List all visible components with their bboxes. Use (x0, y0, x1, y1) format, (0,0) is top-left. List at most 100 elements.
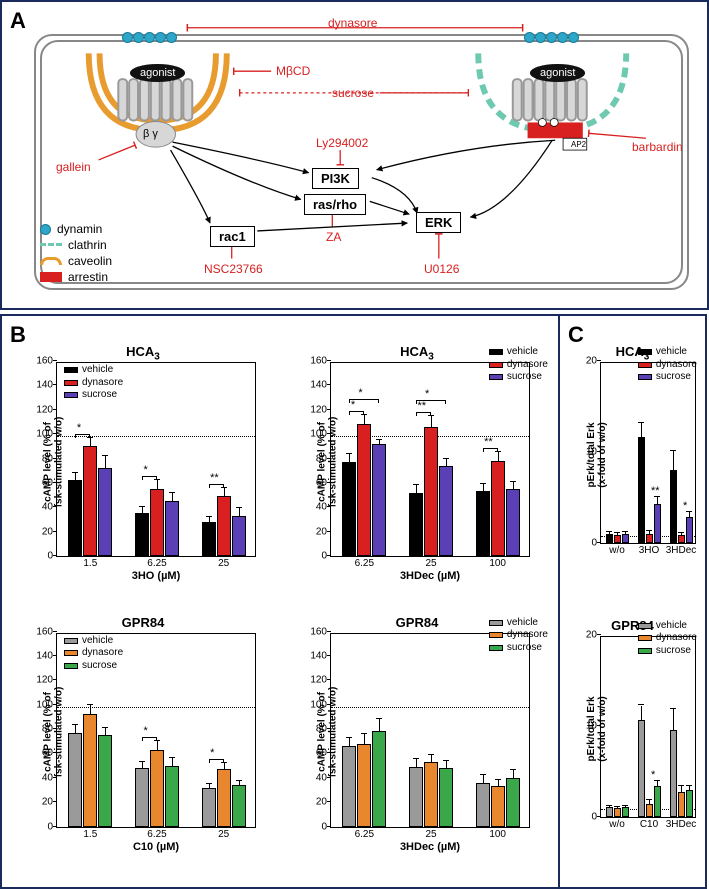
legend-item-label: sucrose (82, 660, 117, 673)
bar (217, 769, 231, 826)
bar (622, 534, 629, 543)
bar (409, 767, 423, 827)
bar (646, 534, 653, 543)
bar (342, 746, 356, 826)
xtick: 25 (425, 827, 436, 840)
bar (476, 491, 490, 556)
mbcd-label: MβCD (276, 64, 310, 78)
u0126-label: U0126 (424, 262, 459, 276)
xtick: 1.5 (83, 556, 97, 569)
chart-legend: vehicledynasoresucrose (64, 364, 123, 402)
bar (491, 786, 505, 826)
bar (68, 733, 82, 827)
xtick: 3HDec (666, 543, 697, 556)
legend-item-label: dynasore (656, 632, 697, 645)
bar (686, 517, 693, 543)
chart-b3: GPR840204060801001201401601.56.2525C10 (… (8, 615, 278, 882)
bar (654, 786, 661, 816)
significance-marker: ** (651, 485, 660, 497)
panel-a: A (0, 0, 709, 310)
xtick: 25 (218, 556, 229, 569)
significance-marker: * (425, 388, 429, 400)
agonist-left: agonist (130, 64, 185, 82)
legend-item-label: sucrose (656, 371, 691, 384)
x-axis-label: 3HO (µM) (57, 570, 255, 582)
bar (476, 783, 490, 827)
pi3k-node: PI3K (312, 168, 359, 189)
legend-item-label: dynasore (82, 647, 123, 660)
bar (98, 468, 112, 556)
legend-dynamin: dynamin (57, 222, 102, 236)
panel-a-label: A (10, 8, 26, 34)
za-label: ZA (326, 230, 341, 244)
xtick: w/o (609, 543, 625, 556)
panel-c-col: HCA301020w/o3HO3HDecpErk/total Erk(x-fol… (560, 316, 705, 887)
legend-item-label: vehicle (656, 620, 687, 633)
bar (68, 480, 82, 556)
y-axis-label: cAMP level (% offsk-stimulated w/o) (42, 364, 64, 559)
chart-c2: GPR8401020w/oC103HDecpErk/total Erk(x-fo… (564, 618, 701, 882)
legend-item-label: dynasore (82, 377, 123, 390)
dynasore-label: dynasore (328, 16, 377, 30)
rasrho-node: ras/rho (304, 194, 366, 215)
plot-area: 0204060801001201401606.25251003HDec (µM)… (330, 362, 530, 557)
significance-marker: * (144, 464, 148, 476)
panel-a-legend: dynamin clathrin caveolin arrestin (40, 222, 112, 286)
significance-marker: * (351, 399, 355, 411)
bar (506, 778, 520, 827)
xtick: w/o (609, 817, 625, 830)
bar (202, 788, 216, 827)
bar (424, 762, 438, 827)
plot-area: 0204060801001201401606.25251003HDec (µM)… (330, 633, 530, 828)
bar (372, 444, 386, 556)
bar (342, 462, 356, 556)
significance-marker: * (210, 747, 214, 759)
figure: A (0, 0, 709, 889)
agonist-right: agonist (530, 64, 585, 82)
xtick: 100 (489, 827, 506, 840)
bar (83, 446, 97, 556)
bar (439, 466, 453, 556)
bar (678, 535, 685, 543)
xtick: 1.5 (83, 827, 97, 840)
bar (98, 735, 112, 826)
xtick: 6.25 (355, 556, 374, 569)
legend-item-label: dynasore (507, 359, 548, 372)
xtick: 3HO (639, 543, 660, 556)
bar (638, 437, 645, 543)
bar (165, 766, 179, 827)
bar (357, 424, 371, 556)
erk-node: ERK (416, 212, 461, 233)
bar (424, 427, 438, 556)
panel-c-label: C (568, 322, 584, 348)
legend-item-label: sucrose (507, 371, 542, 384)
legend-caveolin: caveolin (68, 254, 112, 268)
significance-marker: * (683, 500, 687, 512)
bar (678, 792, 685, 817)
diagram-svg (12, 12, 697, 298)
bar (217, 496, 231, 556)
bar (232, 785, 246, 826)
legend-item-label: sucrose (82, 389, 117, 402)
bar (614, 535, 621, 543)
x-axis-label: C10 (µM) (57, 841, 255, 853)
legend-item-label: sucrose (507, 642, 542, 655)
xtick: 25 (425, 556, 436, 569)
xtick: C10 (640, 817, 658, 830)
barbardin-label: barbardin (632, 140, 683, 154)
bar (83, 714, 97, 826)
legend-item-label: vehicle (82, 364, 113, 377)
reference-line (57, 707, 255, 708)
bar (372, 731, 386, 826)
chart-legend: vehicledynasoresucrose (638, 620, 697, 658)
sucrose-label: sucrose (332, 86, 374, 100)
bar (670, 730, 677, 816)
legend-item-label: dynasore (656, 359, 697, 372)
bar (150, 750, 164, 827)
bar (654, 504, 661, 543)
x-axis-label: 3HDec (µM) (331, 841, 529, 853)
rac1-node: rac1 (210, 226, 255, 247)
y-axis-label: cAMP level (% offsk-stimulated w/o) (316, 364, 338, 559)
legend-item-label: vehicle (82, 635, 113, 648)
chart-legend: vehicledynasoresucrose (489, 617, 548, 655)
